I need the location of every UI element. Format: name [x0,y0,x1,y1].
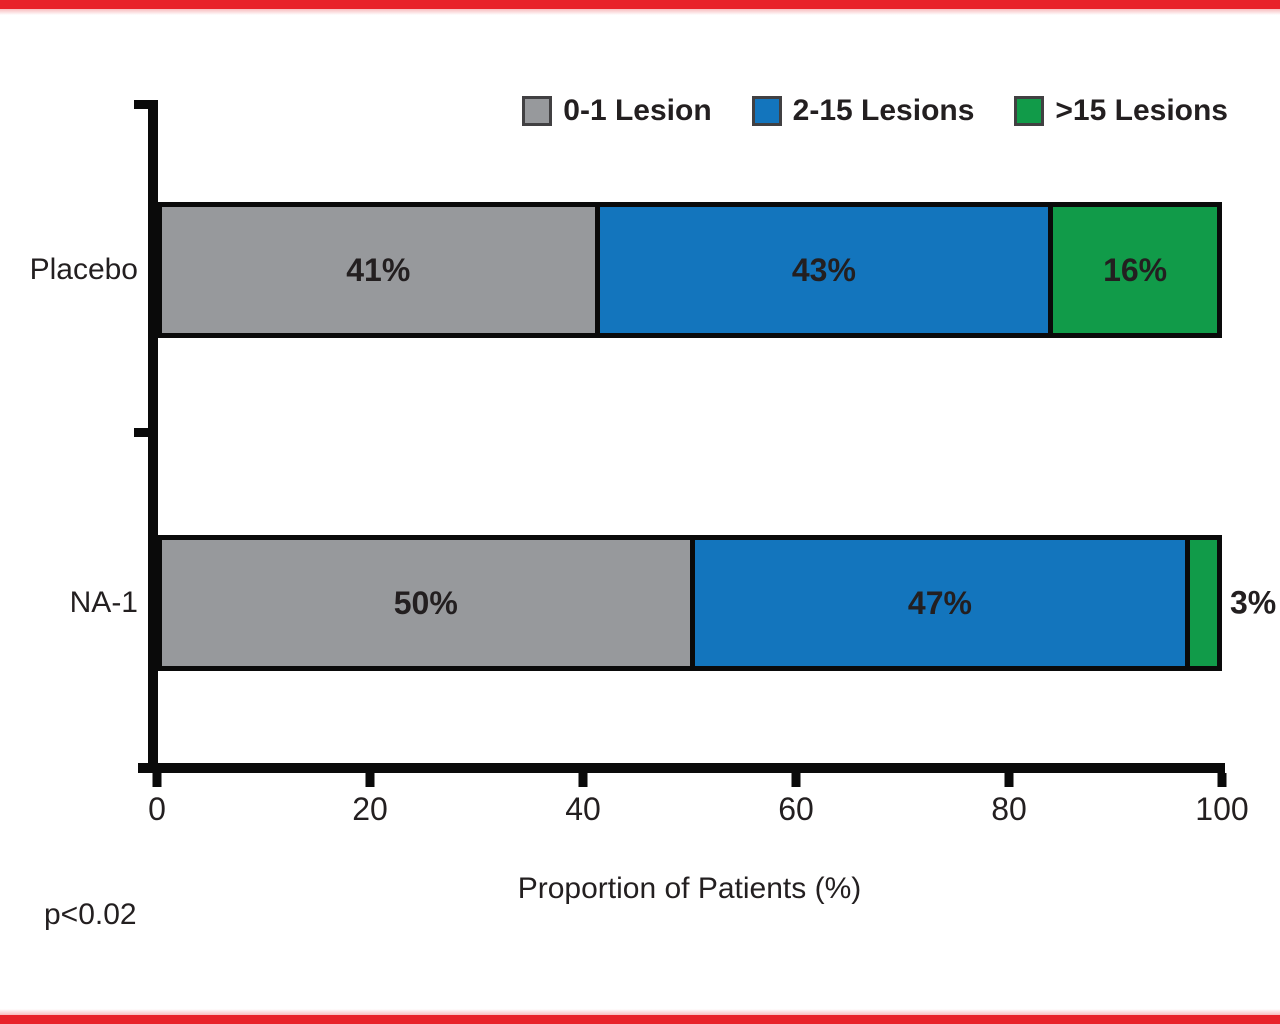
x-tick-label: 40 [565,791,601,827]
x-tick-mark [791,773,801,787]
top-border-fade [0,9,1280,15]
x-axis-line [138,763,1225,773]
bar-segment: 50% [162,540,690,666]
top-border-stripe [0,0,1280,9]
x-tick-mark [1217,773,1227,787]
x-tick-label: 0 [148,791,166,827]
legend-label: 2-15 Lesions [792,94,975,127]
bottom-border-fade [0,1009,1280,1015]
x-tick-mark [1004,773,1014,787]
legend-swatch-icon [522,96,553,126]
x-tick-label: 60 [778,791,814,827]
legend-label: >15 Lesions [1055,94,1228,127]
x-tick-label: 100 [1195,791,1249,827]
legend-swatch-icon [1014,96,1045,126]
x-tick-mark [578,773,588,787]
category-label-placebo: Placebo [29,253,138,286]
x-tick-label: 80 [991,791,1027,827]
bottom-border-stripe [0,1015,1280,1024]
legend-item-1: 2-15 Lesions [751,94,975,128]
bars-container: 41% 43% 16% 50% 47% 3% [157,0,1276,1024]
legend: 0-1 Lesion 2-15 Lesions >15 Lesions [522,94,1228,128]
legend-item-2: >15 Lesions [1014,94,1228,128]
y-axis-tick-middle [134,428,158,437]
bar-segment [1185,540,1217,666]
bar-segment: 43% [594,207,1049,333]
x-tick-label: 20 [352,791,388,827]
legend-label: 0-1 Lesion [563,94,712,127]
category-label-na-1: NA-1 [69,586,138,619]
x-axis-ticks: 0 20 40 60 80 100 [148,773,1249,833]
bar-segment: 41% [162,207,595,333]
bar-value-label: 47% [907,584,972,621]
legend-swatch-icon [751,96,782,126]
legend-item-0: 0-1 Lesion [522,94,712,128]
bar-value-label: 50% [393,584,458,621]
x-axis-title: Proportion of Patients (%) [517,872,862,905]
bar-value-label: 43% [791,251,856,288]
bar-row-placebo: 41% 43% 16% [157,202,1222,338]
bar-segment: 16% [1048,207,1217,333]
x-tick-mark [152,773,162,787]
x-tick-mark [365,773,375,787]
bar-value-label: 3% [1230,584,1277,621]
p-value-annotation: p<0.02 [44,898,137,931]
bar-value-label: 41% [346,251,411,288]
y-axis-tick-top [134,100,158,109]
bar-segment: 47% [689,540,1186,666]
bar-row-na-1: 50% 47% 3% [157,535,1276,671]
bar-value-label: 16% [1103,251,1168,288]
